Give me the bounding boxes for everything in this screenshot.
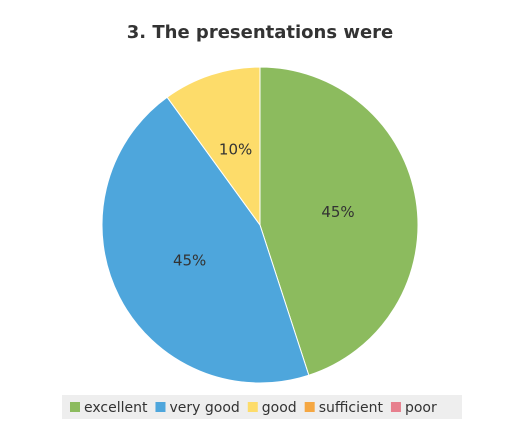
- legend-label: poor: [405, 400, 437, 416]
- pie-slice: [166, 66, 261, 227]
- legend-swatch: [70, 402, 80, 412]
- data-label: 10%: [219, 140, 252, 158]
- legend-swatch: [155, 402, 166, 412]
- pie-slice: [101, 96, 310, 384]
- legend-swatch: [390, 402, 401, 412]
- legend-label: excellent: [84, 400, 148, 416]
- data-label: 45%: [321, 203, 354, 221]
- legend-label: sufficient: [319, 400, 384, 416]
- chart-title: 3. The presentations were: [127, 22, 394, 43]
- legend-swatch: [304, 402, 315, 412]
- pie-slice: [259, 66, 419, 376]
- legend-swatch: [247, 402, 258, 412]
- data-label: 45%: [173, 251, 206, 269]
- legend-label: good: [262, 400, 297, 416]
- legend-label: very good: [169, 400, 239, 416]
